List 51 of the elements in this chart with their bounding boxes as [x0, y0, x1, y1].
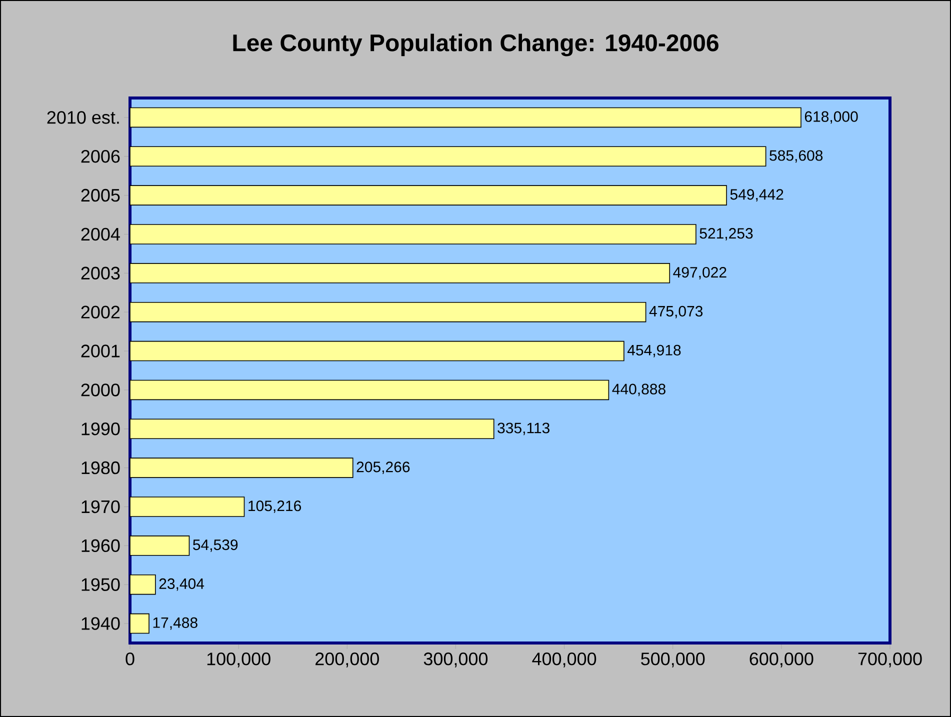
bar — [130, 574, 156, 595]
y-tick-label: 2000 — [81, 384, 120, 396]
y-tick-label: 2001 — [81, 344, 120, 358]
y-tick-label: 1990 — [82, 422, 120, 436]
data-label: 475,073 — [649, 306, 703, 318]
data-label: 205,266 — [356, 462, 410, 474]
bar — [130, 340, 624, 362]
bar — [130, 418, 494, 440]
data-label: 105,216 — [248, 500, 301, 513]
y-tick-label: 1960 — [82, 539, 120, 552]
bar — [130, 380, 610, 400]
x-tick-label: 500,000 — [641, 652, 705, 668]
y-tick-label: 2002 — [81, 306, 120, 318]
bar — [130, 224, 696, 244]
data-label: 618,000 — [804, 111, 858, 124]
data-label: 23,404 — [159, 578, 204, 591]
data-label: 440,888 — [612, 384, 666, 396]
y-tick-label: 2004 — [81, 228, 120, 241]
bar — [130, 302, 646, 322]
y-tick-label: 1950 — [82, 578, 120, 591]
y-tick-label: 2003 — [81, 266, 120, 280]
y-tick-label: 2005 — [81, 188, 120, 202]
chart-title: Lee County Population Change: 1940-2006 — [233, 34, 718, 56]
y-tick-label: 2006 — [81, 150, 120, 163]
x-tick-label: 400,000 — [532, 652, 596, 668]
data-label: 454,918 — [627, 344, 681, 358]
x-tick-label: 0 — [126, 652, 134, 666]
bar — [130, 107, 802, 128]
x-tick-label: 300,000 — [424, 652, 488, 668]
data-label: 549,442 — [730, 189, 784, 202]
y-tick-label: 1970 — [82, 500, 120, 514]
data-label: 335,113 — [498, 422, 550, 436]
data-label: 521,253 — [700, 228, 753, 240]
bar — [130, 263, 670, 284]
x-tick-label: 700,000 — [858, 652, 922, 668]
data-label: 585,608 — [770, 150, 823, 163]
bar — [130, 613, 150, 634]
bar — [130, 146, 766, 167]
x-tick-label: 200,000 — [316, 652, 379, 668]
bar — [130, 496, 245, 517]
data-label: 54,539 — [193, 539, 238, 552]
y-tick-label: 2010 est. — [47, 111, 119, 124]
x-tick-label: 100,000 — [207, 652, 270, 668]
x-tick-label: 600,000 — [750, 652, 814, 668]
data-label: 497,022 — [673, 266, 726, 280]
bar — [130, 458, 354, 478]
data-label: 17,488 — [153, 617, 198, 630]
bar — [130, 185, 727, 206]
bar — [130, 536, 190, 556]
y-tick-label: 1940 — [82, 617, 120, 630]
y-tick-label: 1980 — [82, 461, 120, 474]
